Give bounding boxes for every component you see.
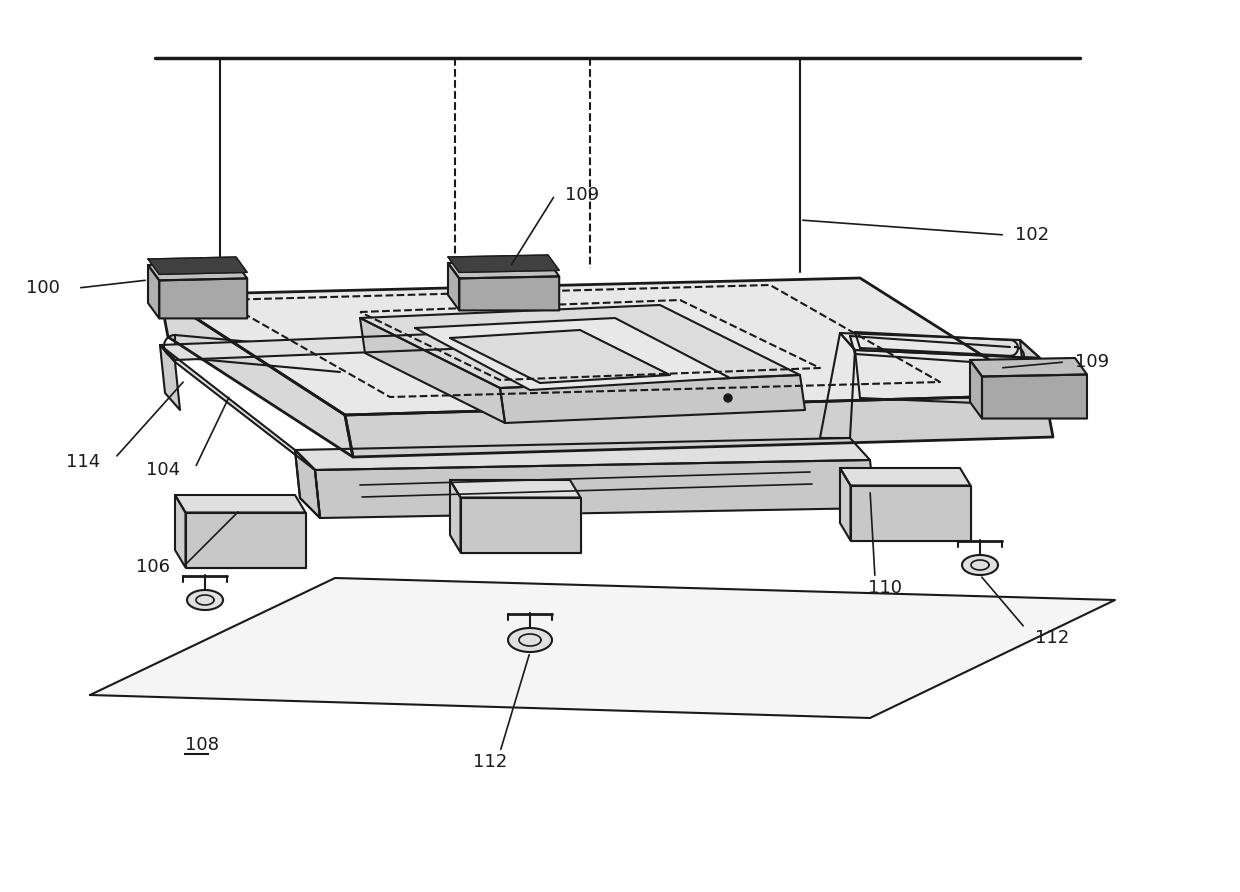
Polygon shape xyxy=(970,360,982,418)
Polygon shape xyxy=(148,257,247,275)
Polygon shape xyxy=(315,460,875,518)
Polygon shape xyxy=(460,498,580,552)
Text: 114: 114 xyxy=(66,453,100,471)
Polygon shape xyxy=(839,468,971,485)
Text: 104: 104 xyxy=(146,461,180,479)
Polygon shape xyxy=(448,263,459,310)
Polygon shape xyxy=(500,375,805,423)
Text: 102: 102 xyxy=(1016,226,1049,244)
Polygon shape xyxy=(295,450,320,518)
Polygon shape xyxy=(187,590,223,610)
Polygon shape xyxy=(459,277,559,310)
Polygon shape xyxy=(851,485,971,541)
Polygon shape xyxy=(856,350,1045,406)
Circle shape xyxy=(724,394,732,402)
Polygon shape xyxy=(160,278,1045,415)
Polygon shape xyxy=(175,495,305,513)
Text: 109: 109 xyxy=(1075,353,1109,371)
Polygon shape xyxy=(450,330,670,383)
Polygon shape xyxy=(160,295,353,457)
Polygon shape xyxy=(820,333,856,438)
Polygon shape xyxy=(345,395,1053,457)
Text: 106: 106 xyxy=(136,558,170,576)
Polygon shape xyxy=(160,345,315,470)
Polygon shape xyxy=(159,278,247,318)
Polygon shape xyxy=(360,318,505,423)
Polygon shape xyxy=(982,375,1087,418)
Polygon shape xyxy=(295,450,320,518)
Polygon shape xyxy=(186,513,305,567)
Text: 112: 112 xyxy=(1035,629,1069,647)
Polygon shape xyxy=(91,578,1115,718)
Text: 109: 109 xyxy=(565,186,599,204)
Polygon shape xyxy=(839,333,1040,358)
Polygon shape xyxy=(508,628,552,652)
Polygon shape xyxy=(360,305,800,388)
Polygon shape xyxy=(448,255,559,272)
Polygon shape xyxy=(839,468,851,541)
Polygon shape xyxy=(148,263,247,280)
Polygon shape xyxy=(148,265,159,318)
Polygon shape xyxy=(175,495,186,567)
Polygon shape xyxy=(970,358,1087,376)
Text: 112: 112 xyxy=(472,753,507,771)
Polygon shape xyxy=(160,345,180,410)
Text: 108: 108 xyxy=(185,736,219,754)
Polygon shape xyxy=(160,333,475,360)
Polygon shape xyxy=(415,318,730,390)
Polygon shape xyxy=(450,480,580,498)
Polygon shape xyxy=(450,480,460,552)
Polygon shape xyxy=(448,261,559,278)
Polygon shape xyxy=(1021,340,1045,406)
Polygon shape xyxy=(962,555,998,575)
Text: 110: 110 xyxy=(868,579,901,597)
Text: 100: 100 xyxy=(26,279,60,297)
Polygon shape xyxy=(295,438,870,470)
